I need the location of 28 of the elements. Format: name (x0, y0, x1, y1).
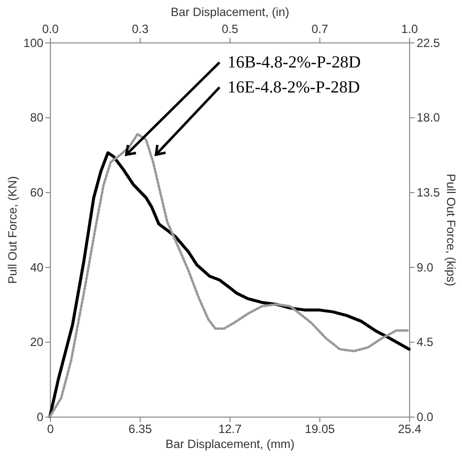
y-tick-label: 80 (30, 110, 44, 125)
y2-tick-label: 22.5 (416, 36, 440, 50)
annotation: 16B-4.8-2%-P-28D (228, 52, 361, 72)
y-tick-label: 100 (23, 36, 44, 50)
x2-tick-label: 0.5 (222, 22, 239, 36)
y2-tick-label: 18.0 (416, 110, 440, 125)
y-tick-label: 60 (30, 186, 44, 200)
y-tick-label: 20 (30, 335, 44, 350)
annotation: 16E-4.8-2%-P-28D (228, 77, 360, 96)
x-tick-label: 12.7 (218, 422, 242, 436)
x2-tick-label: 0.0 (42, 22, 60, 36)
y-tick-label: 40 (30, 260, 44, 274)
y2-tick-label: 4.5 (416, 335, 434, 350)
x2-tick-label: 0.7 (311, 22, 328, 36)
x-axis-title: Bar Displacement, (mm) (165, 437, 295, 452)
x-tick-label: 0 (47, 422, 54, 436)
y-tick-label: 0 (36, 410, 44, 424)
y2-tick-label: 9.0 (416, 260, 434, 274)
x-tick-label: 6.35 (128, 422, 152, 436)
x2-tick-label: 0.3 (132, 22, 149, 36)
x-tick-label: 19.05 (304, 422, 336, 436)
y2-tick-label: 0.0 (416, 410, 434, 424)
x2-tick-label: 1.0 (401, 22, 418, 36)
x-tick-label: 25.4 (398, 422, 422, 436)
y-axis-title: Pull Out Force, (KN) (5, 176, 20, 284)
x2-axis-title: Bar Displacement, (in) (170, 4, 290, 19)
y2-axis-title: Pull Out Force, (kips) (444, 174, 458, 286)
y2-tick-label: 13.5 (416, 186, 440, 200)
